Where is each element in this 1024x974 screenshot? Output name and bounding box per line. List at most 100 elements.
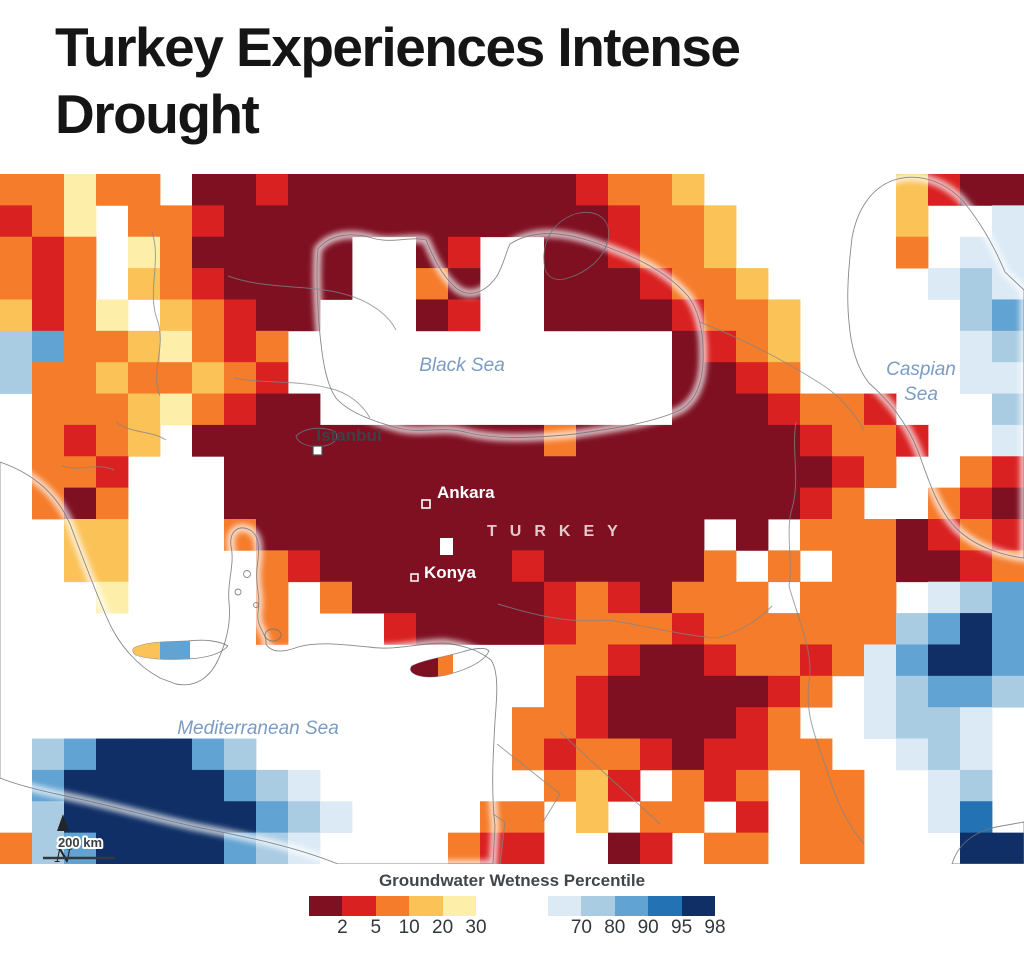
drought-cell <box>448 205 481 238</box>
drought-cell <box>960 330 993 363</box>
drought-cell <box>640 832 673 864</box>
drought-cell <box>704 362 737 394</box>
black-sea-label: Black Sea <box>419 355 505 376</box>
konya-marker <box>410 573 419 582</box>
drought-cell <box>736 644 769 677</box>
drought-cell <box>672 707 705 739</box>
caspian-sea-label-line1: Caspian <box>886 359 956 380</box>
drought-cell <box>704 675 737 708</box>
drought-cell <box>768 675 801 708</box>
turkey-country-label: TURKEY <box>487 523 631 540</box>
legend-swatch <box>342 896 376 916</box>
drought-cell <box>672 550 705 583</box>
drought-cell <box>256 801 289 834</box>
drought-cell <box>832 769 865 802</box>
drought-cell <box>608 675 641 708</box>
drought-cell <box>960 801 993 834</box>
drought-cell <box>864 707 897 739</box>
legend-tick-label: 98 <box>704 917 726 938</box>
drought-cell <box>960 832 993 864</box>
drought-cell <box>544 613 577 645</box>
drought-cell <box>608 769 641 802</box>
drought-cell <box>768 393 801 426</box>
legend-title: Groundwater Wetness Percentile <box>378 871 646 890</box>
legend-swatch <box>309 896 343 916</box>
drought-cell <box>64 268 97 300</box>
drought-cell <box>864 675 897 708</box>
drought-cell <box>416 456 449 489</box>
drought-cell <box>992 174 1024 206</box>
drought-cell <box>992 424 1024 457</box>
drought-cell <box>544 424 577 457</box>
drought-cell <box>736 832 769 864</box>
drought-cell <box>160 205 193 238</box>
black-sea-shape <box>316 233 704 438</box>
drought-cell <box>160 832 193 864</box>
drought-cell <box>896 236 929 269</box>
drought-cell <box>576 581 609 614</box>
drought-cell <box>864 456 897 489</box>
drought-cell <box>928 675 961 708</box>
legend-wet-swatches <box>548 896 715 916</box>
drought-cell <box>992 613 1024 645</box>
drought-cell <box>96 550 129 583</box>
drought-cell <box>288 550 321 583</box>
legend-swatch <box>548 896 582 916</box>
drought-cell <box>256 330 289 363</box>
drought-cell <box>256 769 289 802</box>
drought-cell <box>992 330 1024 363</box>
drought-cell <box>160 393 193 426</box>
legend-tick-label: 90 <box>637 917 659 938</box>
drought-cell <box>608 832 641 864</box>
drought-cell <box>800 613 833 645</box>
drought-cell <box>672 675 705 708</box>
drought-cell <box>672 613 705 645</box>
drought-cell <box>928 644 961 677</box>
drought-cell <box>224 424 257 457</box>
drought-cell <box>608 268 641 300</box>
drought-cell <box>544 519 577 551</box>
drought-cell <box>32 268 65 300</box>
drought-cell <box>736 519 769 551</box>
drought-cell <box>192 393 225 426</box>
drought-cell <box>288 769 321 802</box>
drought-cell <box>32 299 65 332</box>
drought-cell <box>896 205 929 238</box>
drought-cell <box>736 268 769 300</box>
drought-cell <box>608 174 641 206</box>
drought-cell <box>192 268 225 300</box>
drought-cell <box>992 832 1024 864</box>
drought-cell <box>576 613 609 645</box>
drought-cell <box>96 769 129 802</box>
drought-cell <box>832 801 865 834</box>
drought-cell <box>192 330 225 363</box>
drought-cell <box>0 268 33 300</box>
sea-layer <box>0 176 1024 864</box>
drought-cell <box>832 456 865 489</box>
legend-swatch <box>375 896 410 916</box>
drought-cell <box>224 487 257 520</box>
drought-cell <box>832 424 865 457</box>
drought-cell <box>800 487 833 520</box>
drought-cell <box>928 613 961 645</box>
drought-cell <box>224 174 257 206</box>
drought-cell <box>992 675 1024 708</box>
drought-cell <box>608 707 641 739</box>
caspian-sea-shape <box>847 176 1024 559</box>
drought-cell <box>864 550 897 583</box>
aegean-island <box>253 602 259 608</box>
drought-cell <box>96 456 129 489</box>
drought-cell <box>96 299 129 332</box>
drought-cell <box>736 456 769 489</box>
drought-cell <box>192 174 225 206</box>
drought-cell <box>640 581 673 614</box>
drought-cell <box>96 519 129 551</box>
drought-cell <box>0 832 33 864</box>
drought-cell <box>992 487 1024 520</box>
drought-cell <box>352 550 385 583</box>
drought-cell <box>768 707 801 739</box>
sea-of-azov-shape <box>543 212 610 280</box>
drought-cell <box>960 456 993 489</box>
drought-cell <box>896 738 929 771</box>
drought-cell <box>672 424 705 457</box>
